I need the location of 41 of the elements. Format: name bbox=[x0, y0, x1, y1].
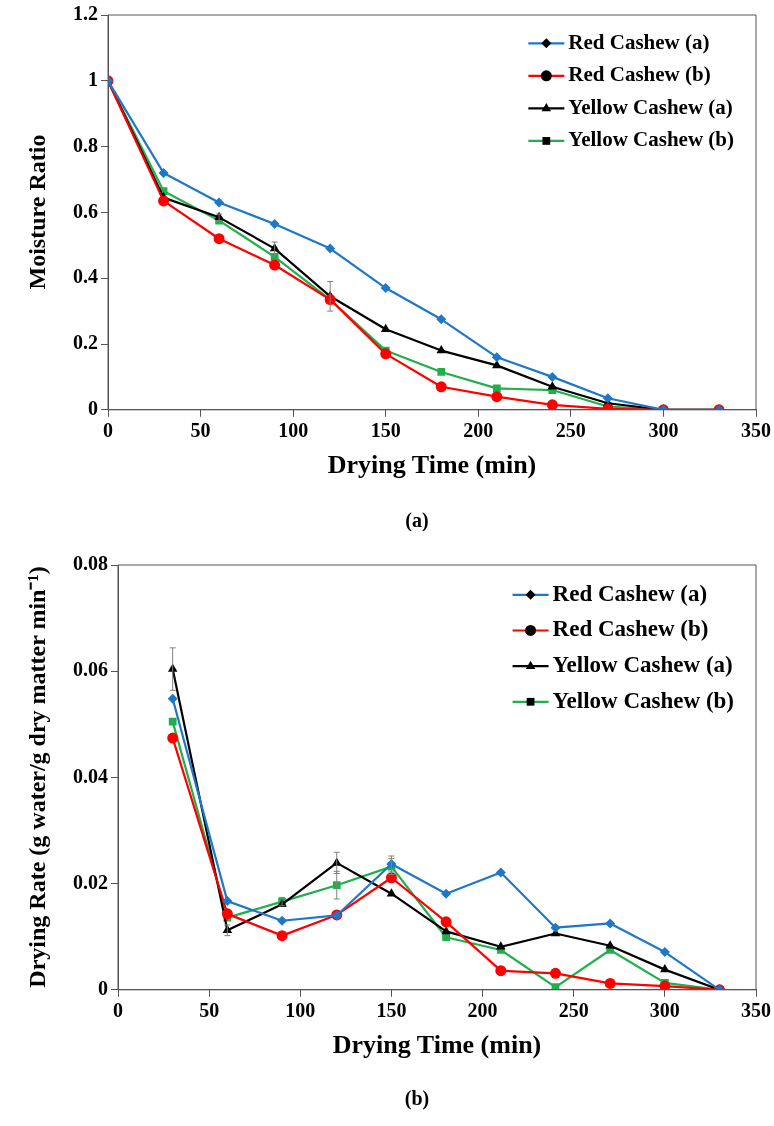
legend-label: Yellow Cashew (b) bbox=[552, 687, 735, 713]
x-tick-label: 100 bbox=[285, 998, 316, 1021]
legend-label: Red Cashew (a) bbox=[552, 580, 708, 606]
x-tick-label: 300 bbox=[649, 998, 680, 1021]
x-tick-label: 100 bbox=[278, 418, 309, 441]
x-tick-label: 350 bbox=[741, 998, 771, 1021]
x-tick-label: 150 bbox=[376, 998, 407, 1021]
x-tick-label: 200 bbox=[467, 998, 498, 1021]
y-tick-label: 1 bbox=[88, 67, 98, 90]
x-tick-label: 200 bbox=[463, 418, 494, 441]
y-tick-label: 0.04 bbox=[73, 764, 108, 787]
text: (a) bbox=[404, 508, 430, 533]
legend-label: Yellow Cashew (b) bbox=[568, 127, 735, 152]
legend-label: Red Cashew (b) bbox=[552, 616, 709, 642]
legend-label: Yellow Cashew (a) bbox=[568, 94, 733, 119]
y-axis-title: Moisture Ratio bbox=[23, 133, 52, 292]
x-tick-label: 250 bbox=[558, 998, 589, 1021]
x-axis-title: Drying Time (min) bbox=[332, 1030, 542, 1060]
y-tick-label: 0.08 bbox=[73, 552, 108, 575]
legend-label: Yellow Cashew (a) bbox=[552, 652, 733, 678]
y-tick-label: 0.4 bbox=[73, 265, 98, 288]
y-tick-label: 0 bbox=[98, 976, 108, 999]
y-tick-label: 1.2 bbox=[73, 2, 98, 25]
x-tick-label: 50 bbox=[190, 418, 211, 441]
x-tick-label: 300 bbox=[648, 418, 679, 441]
legend-label: Red Cashew (a) bbox=[568, 29, 710, 54]
x-axis-title: Drying Time (min) bbox=[327, 450, 537, 480]
y-tick-label: 0.2 bbox=[73, 331, 98, 354]
y-tick-label: 0.6 bbox=[73, 199, 98, 222]
y-tick-label: 0.02 bbox=[73, 870, 108, 893]
legend-label: Red Cashew (b) bbox=[568, 62, 711, 87]
text: (b) bbox=[403, 1086, 431, 1112]
y-tick-label: 0.06 bbox=[73, 658, 108, 681]
x-tick-label: 250 bbox=[555, 418, 586, 441]
x-tick-label: 0 bbox=[113, 998, 123, 1021]
y-tick-label: 0.8 bbox=[73, 133, 98, 156]
y-axis-title: Drying Rate (g water/g dry matter min⁻¹) bbox=[23, 565, 52, 990]
y-tick-label: 0 bbox=[88, 396, 98, 419]
x-tick-label: 50 bbox=[199, 998, 220, 1021]
x-tick-label: 150 bbox=[370, 418, 401, 441]
x-tick-label: 350 bbox=[741, 418, 771, 441]
